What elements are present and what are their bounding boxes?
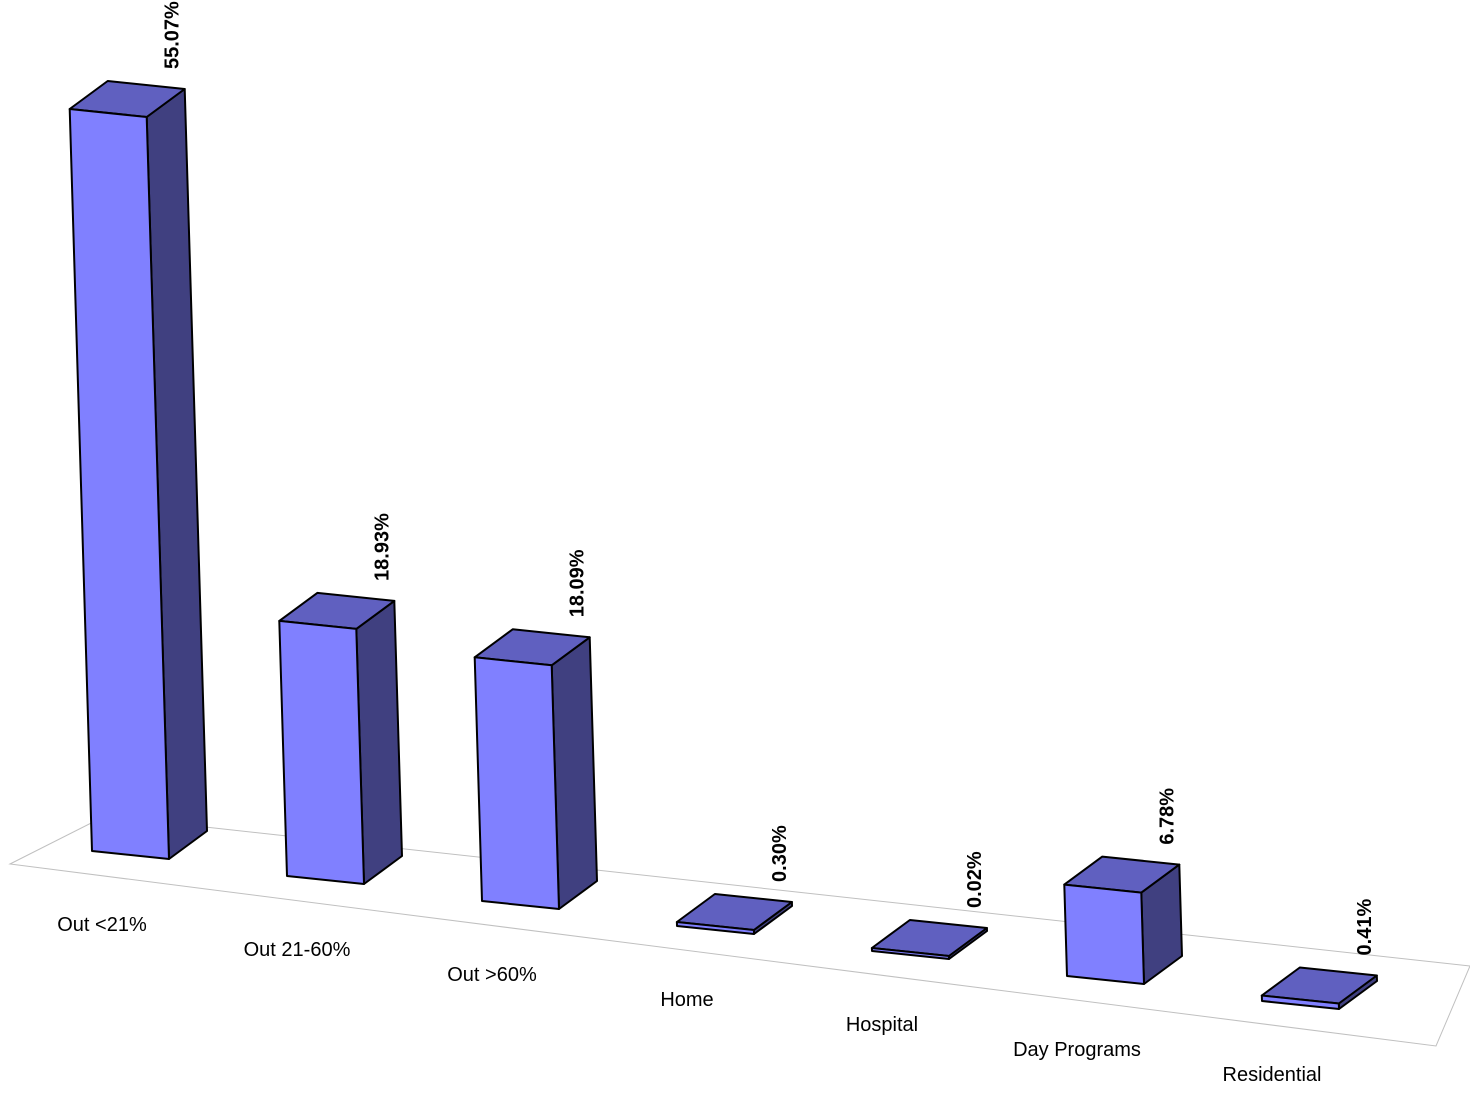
labels-group: 55.07% Out <21% 18.93% Out 21-60% 18.09% Out … [57, 1, 1376, 1086]
category-label: Out <21% [57, 914, 147, 936]
category-label: Home [660, 989, 713, 1011]
bar [675, 893, 793, 935]
bar [473, 628, 598, 910]
chart-floor [8, 815, 1470, 1047]
bar [68, 80, 208, 860]
bar [278, 591, 403, 885]
bar-value-label: 18.09% [567, 549, 589, 617]
bar-front [278, 619, 365, 885]
bar [870, 919, 988, 960]
bar-front [1063, 883, 1145, 985]
bars-group [68, 80, 1378, 1010]
bar-front [473, 656, 560, 910]
category-label: Residential [1223, 1064, 1322, 1086]
bar-front [870, 947, 950, 960]
bar [1063, 855, 1183, 985]
category-label: Out >60% [447, 964, 537, 986]
bar-value-label: 0.41% [1354, 899, 1376, 956]
bar-value-label: 18.93% [371, 513, 393, 581]
bar-value-label: 0.02% [964, 851, 986, 908]
bar-value-label: 55.07% [162, 1, 184, 69]
bar-value-label: 0.30% [769, 825, 791, 882]
bar [1260, 966, 1378, 1010]
category-label: Out 21-60% [244, 939, 351, 961]
bar-front [68, 108, 170, 860]
bar-front [1260, 994, 1340, 1010]
bar-value-label: 6.78% [1156, 788, 1178, 845]
category-label: Hospital [846, 1014, 918, 1036]
bar-front [675, 921, 755, 935]
category-label: Day Programs [1013, 1039, 1141, 1061]
